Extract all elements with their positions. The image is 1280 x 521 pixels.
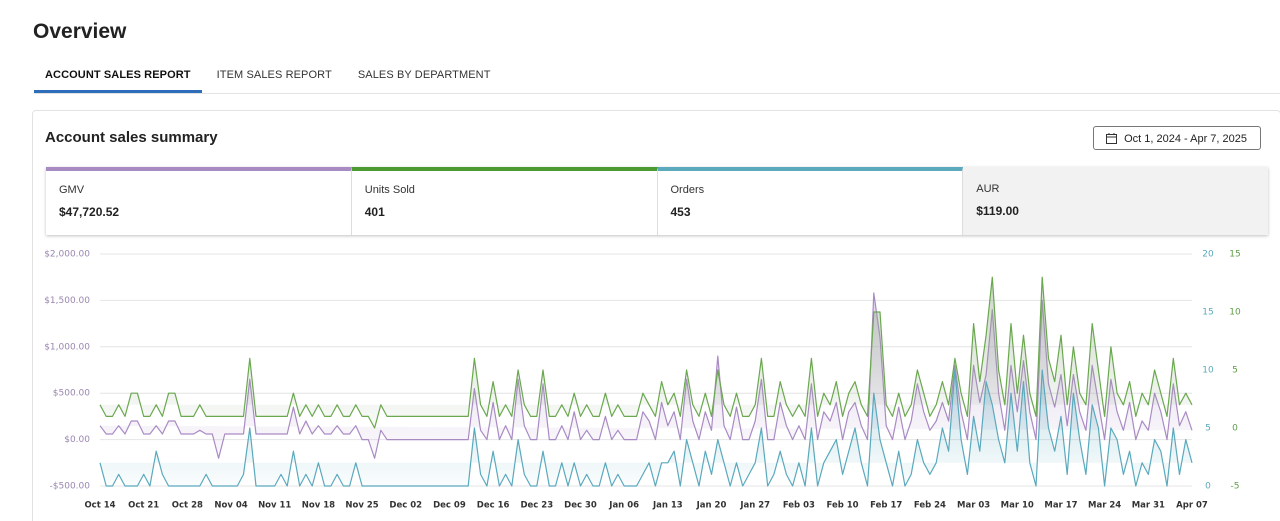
x-tick-label: Jan 27 bbox=[739, 501, 770, 511]
x-tick-label: Mar 03 bbox=[957, 501, 990, 511]
x-tick-label: Jan 13 bbox=[652, 501, 683, 511]
kpi-value: 401 bbox=[364, 205, 385, 219]
x-tick-label: Feb 17 bbox=[870, 501, 902, 511]
y-tick-label: $1,500.00 bbox=[44, 296, 90, 306]
y2-tick-label: 10 bbox=[1202, 366, 1214, 376]
y2-tick-label: 0 bbox=[1205, 482, 1211, 492]
kpi[interactable]: Units Sold 401 bbox=[351, 167, 658, 235]
y2-tick-label: 5 bbox=[1205, 424, 1211, 434]
x-tick-label: Dec 02 bbox=[389, 501, 422, 511]
y3-tick-label: 0 bbox=[1232, 424, 1238, 434]
date-range: Oct 1, 2024 - Apr 7, 2025 bbox=[1124, 133, 1247, 145]
kpi-label: AUR bbox=[976, 183, 1000, 195]
kpi-label: Units Sold bbox=[364, 184, 415, 196]
x-tick-label: Nov 25 bbox=[345, 501, 378, 511]
x-tick-label: Mar 17 bbox=[1044, 501, 1077, 511]
x-tick-label: Jan 06 bbox=[608, 501, 639, 511]
kpi-label: Orders bbox=[670, 184, 705, 196]
x-tick-label: Nov 18 bbox=[302, 501, 335, 511]
x-tick-label: Jan 20 bbox=[696, 501, 727, 511]
kpi-value: $47,720.52 bbox=[59, 205, 120, 219]
tab[interactable]: ITEM SALES REPORT bbox=[216, 69, 332, 81]
kpi-value: 453 bbox=[670, 205, 691, 219]
kpi-row: GMV $47,720.52 Units Sold 401 Orders 453 AU… bbox=[46, 167, 1268, 235]
card-title: Account sales summary bbox=[45, 129, 218, 146]
x-tick-label: Mar 31 bbox=[1132, 501, 1165, 511]
x-tick-label: Mar 24 bbox=[1088, 501, 1121, 511]
page-title: Overview bbox=[33, 20, 127, 43]
tab[interactable]: SALES BY DEPARTMENT bbox=[357, 69, 491, 81]
kpi-label: GMV bbox=[59, 184, 85, 196]
y3-tick-label: 15 bbox=[1229, 250, 1240, 260]
tab[interactable]: ACCOUNT SALES REPORT bbox=[34, 60, 202, 93]
x-tick-label: Feb 24 bbox=[914, 501, 946, 511]
tab-bar: ACCOUNT SALES REPORT ITEM SALES REPORT S… bbox=[34, 60, 1280, 94]
date-picker[interactable]: Oct 1, 2024 - Apr 7, 2025 bbox=[1093, 126, 1261, 150]
y-tick-label: $1,000.00 bbox=[44, 342, 90, 352]
y3-tick-label: 5 bbox=[1232, 366, 1238, 376]
series-line bbox=[99, 276, 1193, 429]
kpi[interactable]: AUR $119.00 bbox=[963, 167, 1268, 235]
y-tick-label: -$500.00 bbox=[50, 482, 91, 492]
kpi[interactable]: GMV $47,720.52 bbox=[46, 167, 352, 235]
x-tick-label: Mar 10 bbox=[1001, 501, 1034, 511]
x-tick-label: Feb 10 bbox=[827, 501, 859, 511]
chart: -$500.00 $0.00 $500.00 $1,000.00 $1,500.00 $2… bbox=[44, 250, 1241, 511]
x-tick-label: Oct 21 bbox=[128, 501, 159, 511]
y3-tick-label: -5 bbox=[1231, 482, 1240, 492]
y2-tick-label: 15 bbox=[1202, 308, 1213, 318]
calendar-icon bbox=[1106, 133, 1117, 144]
x-tick-label: Feb 03 bbox=[783, 501, 815, 511]
x-tick-label: Dec 09 bbox=[433, 501, 466, 511]
y3-tick-label: 10 bbox=[1229, 308, 1241, 318]
y-tick-label: $500.00 bbox=[53, 389, 90, 399]
y-tick-label: $0.00 bbox=[64, 435, 90, 445]
kpi[interactable]: Orders 453 bbox=[657, 167, 964, 235]
x-tick-label: Apr 07 bbox=[1176, 501, 1208, 511]
y2-tick-label: 20 bbox=[1202, 250, 1214, 260]
x-tick-label: Oct 28 bbox=[172, 501, 203, 511]
kpi-value: $119.00 bbox=[976, 204, 1019, 218]
y-tick-label: $2,000.00 bbox=[44, 250, 90, 260]
x-tick-label: Dec 23 bbox=[520, 501, 553, 511]
summary-card: Account sales summary Oct 1, 2024 - Apr … bbox=[32, 110, 1280, 521]
series-line bbox=[99, 369, 1193, 487]
x-tick-label: Oct 14 bbox=[84, 501, 115, 511]
x-tick-label: Nov 11 bbox=[258, 501, 291, 511]
x-tick-label: Nov 04 bbox=[214, 501, 247, 511]
x-tick-label: Dec 30 bbox=[564, 501, 597, 511]
x-tick-label: Dec 16 bbox=[477, 501, 510, 511]
